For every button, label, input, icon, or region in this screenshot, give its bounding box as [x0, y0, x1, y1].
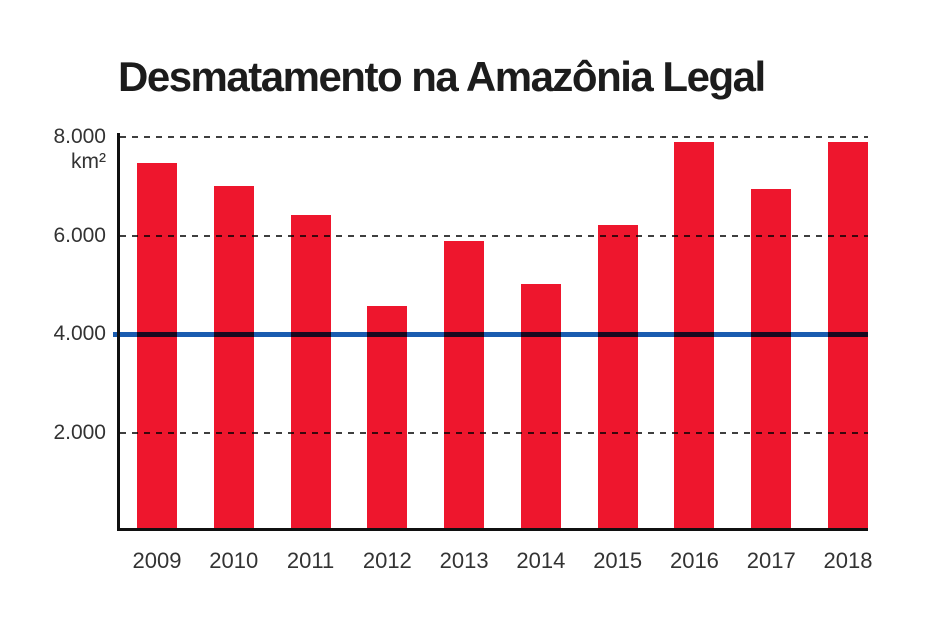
- x-tick-label-2018: 2018: [823, 548, 873, 573]
- bar-2012: [367, 305, 408, 531]
- gridline-6000: [120, 234, 868, 237]
- unit-label: km²: [71, 150, 106, 173]
- x-tick-label-2016: 2016: [669, 548, 719, 573]
- chart-title: Desmatamento na Amazônia Legal: [118, 53, 766, 100]
- x-axis-line: [117, 528, 868, 531]
- y-tick-label-4000: 4.000: [53, 322, 106, 345]
- bar-2017: [751, 188, 792, 531]
- x-tick-label-2009: 2009: [132, 548, 182, 573]
- x-tick-label-2010: 2010: [209, 548, 259, 573]
- x-tick-label-2011: 2011: [286, 548, 335, 573]
- x-tick-label-2015: 2015: [593, 548, 643, 573]
- bar-2009: [137, 163, 177, 531]
- y-axis-line: [117, 133, 120, 531]
- x-tick-label-2013: 2013: [439, 548, 489, 573]
- bar-2016: [674, 142, 715, 531]
- gridline-2000: [120, 431, 868, 434]
- bar-2014: [520, 284, 561, 531]
- gridline-8000: [120, 136, 868, 138]
- x-tick-label-2014: 2014: [516, 548, 566, 573]
- x-tick-label-2012: 2012: [362, 548, 412, 573]
- y-tick-label-2000: 2.000: [53, 420, 106, 444]
- bar-2015: [597, 225, 638, 531]
- bar-2011: [290, 214, 331, 531]
- x-tick-label-2017: 2017: [746, 548, 796, 573]
- y-tick-label-8000: 8.000: [53, 125, 106, 148]
- reference-line: [113, 331, 868, 337]
- y-tick-label-6000: 6.000: [53, 223, 106, 247]
- bar-2010: [213, 186, 254, 531]
- plot-area: [113, 133, 869, 531]
- gridlines-layer: [118, 136, 868, 531]
- bars-layer: [118, 137, 869, 531]
- bar-2013: [444, 240, 485, 531]
